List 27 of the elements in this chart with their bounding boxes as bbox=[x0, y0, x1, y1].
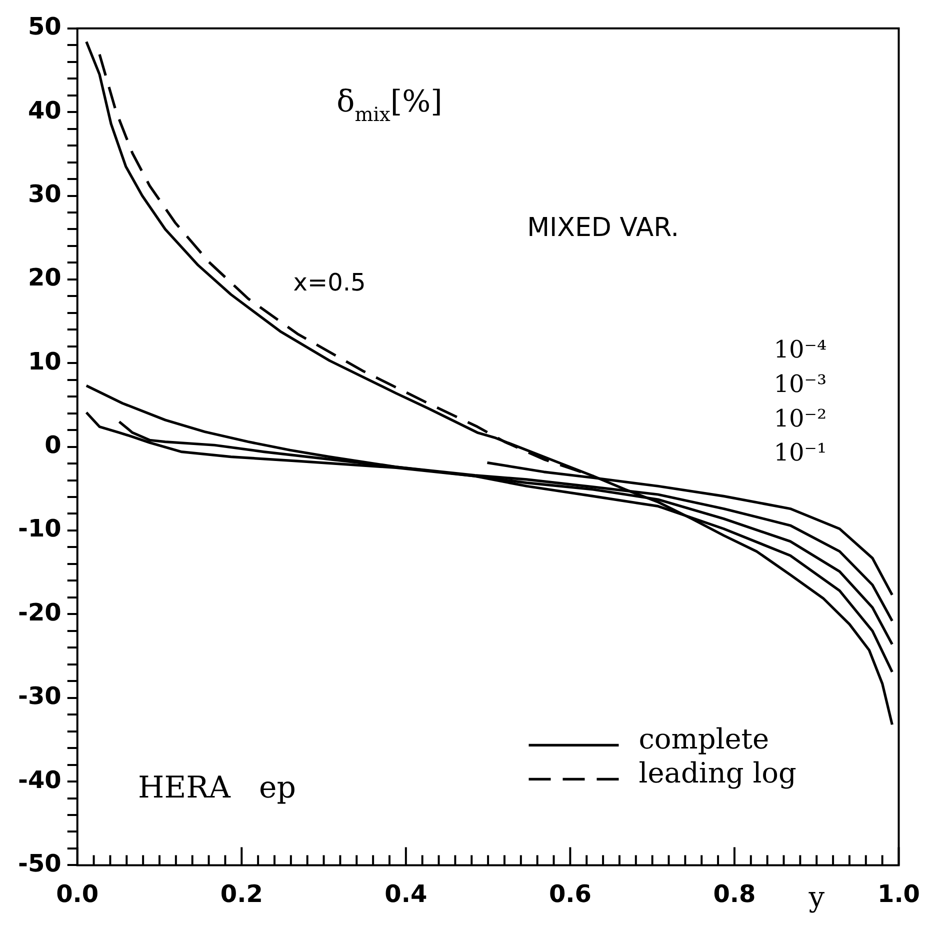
annotation: 10⁻³ bbox=[774, 370, 827, 398]
y-tick-label: 10 bbox=[28, 347, 62, 376]
annotation: 10⁻¹ bbox=[774, 438, 827, 467]
y-tick-label: 40 bbox=[28, 96, 62, 124]
y-tick-label: 50 bbox=[28, 12, 62, 41]
annotation: HERA ep bbox=[138, 770, 296, 806]
y-tick-label: -20 bbox=[18, 598, 62, 626]
y-tick-label: -40 bbox=[18, 766, 62, 794]
x-tick-label: 0.8 bbox=[713, 880, 756, 908]
annotation: MIXED VAR. bbox=[527, 212, 680, 243]
annotation: 10⁻² bbox=[774, 404, 827, 432]
y-tick-label: 20 bbox=[28, 264, 62, 292]
x-tick-label: 0.0 bbox=[56, 880, 99, 908]
legend-label: complete bbox=[638, 722, 770, 756]
x-tick-label: 0.6 bbox=[548, 880, 592, 908]
y-tick-label: -50 bbox=[18, 849, 62, 878]
y-tick-label: -30 bbox=[18, 682, 62, 710]
annotation: 10⁻⁴ bbox=[774, 336, 827, 364]
legend-label: leading log bbox=[638, 756, 797, 790]
y-tick-label: 0 bbox=[44, 431, 62, 460]
annotation: x=0.5 bbox=[293, 268, 366, 297]
x-tick-label: 0.4 bbox=[384, 880, 428, 908]
y-tick-label: 30 bbox=[28, 180, 62, 208]
x-tick-label: 0.2 bbox=[220, 880, 263, 908]
x-tick-label: 1.0 bbox=[877, 880, 920, 908]
y-tick-label: -10 bbox=[18, 514, 62, 543]
x-axis-title: y bbox=[808, 880, 825, 914]
